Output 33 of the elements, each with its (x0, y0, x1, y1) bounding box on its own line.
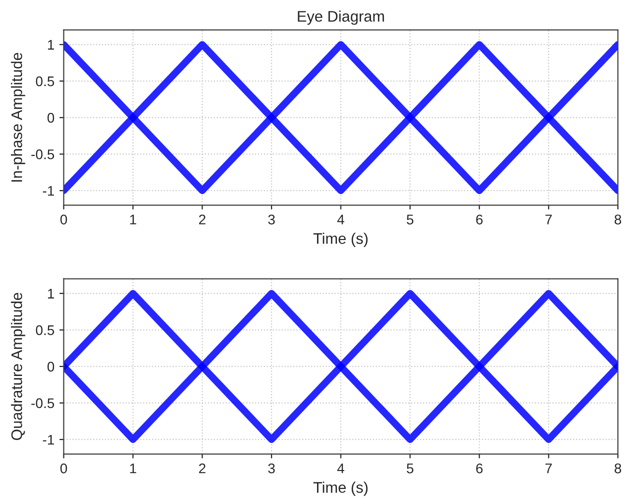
y-tick-label: 1 (48, 40, 54, 50)
x-tick-label: 2 (199, 463, 206, 474)
y-tick-label: -1 (42, 434, 54, 445)
x-tick-label: 5 (406, 214, 414, 224)
y-tick-label: 0.5 (36, 76, 54, 86)
y-axis-title: Quadrature Amplitude (10, 292, 26, 440)
x-tick-label: 0 (60, 214, 68, 224)
y-tick-label: -0.5 (31, 149, 54, 160)
y-tick-label: -0.5 (31, 398, 54, 408)
x-tick-label: 0 (60, 463, 68, 474)
chart-title: Eye Diagram (298, 10, 384, 25)
x-tick-label: 8 (614, 463, 622, 474)
x-tick-label: 7 (545, 214, 552, 224)
x-tick-label: 4 (337, 214, 344, 224)
x-tick-label: 1 (130, 214, 136, 224)
y-tick-label: 0 (47, 362, 54, 372)
x-tick-label: 4 (337, 464, 344, 474)
x-tick-label: 6 (476, 463, 483, 474)
y-tick-label: 0.5 (36, 325, 54, 336)
x-axis-title: Time (s) (313, 232, 368, 247)
x-tick-label: 1 (130, 464, 136, 474)
x-tick-label: 5 (406, 464, 414, 474)
x-tick-label: 2 (199, 214, 206, 224)
x-tick-label: 7 (545, 464, 552, 474)
x-tick-label: 6 (476, 214, 483, 224)
x-tick-label: 8 (614, 214, 622, 224)
x-tick-label: 3 (268, 214, 275, 224)
y-tick-label: 0 (47, 112, 54, 123)
y-tick-label: 1 (48, 288, 54, 298)
x-axis-title: Time (s) (313, 482, 368, 496)
y-axis-title: In-phase Amplitude (10, 52, 26, 182)
x-tick-label: 3 (268, 463, 275, 474)
y-tick-label: -1 (42, 186, 54, 196)
